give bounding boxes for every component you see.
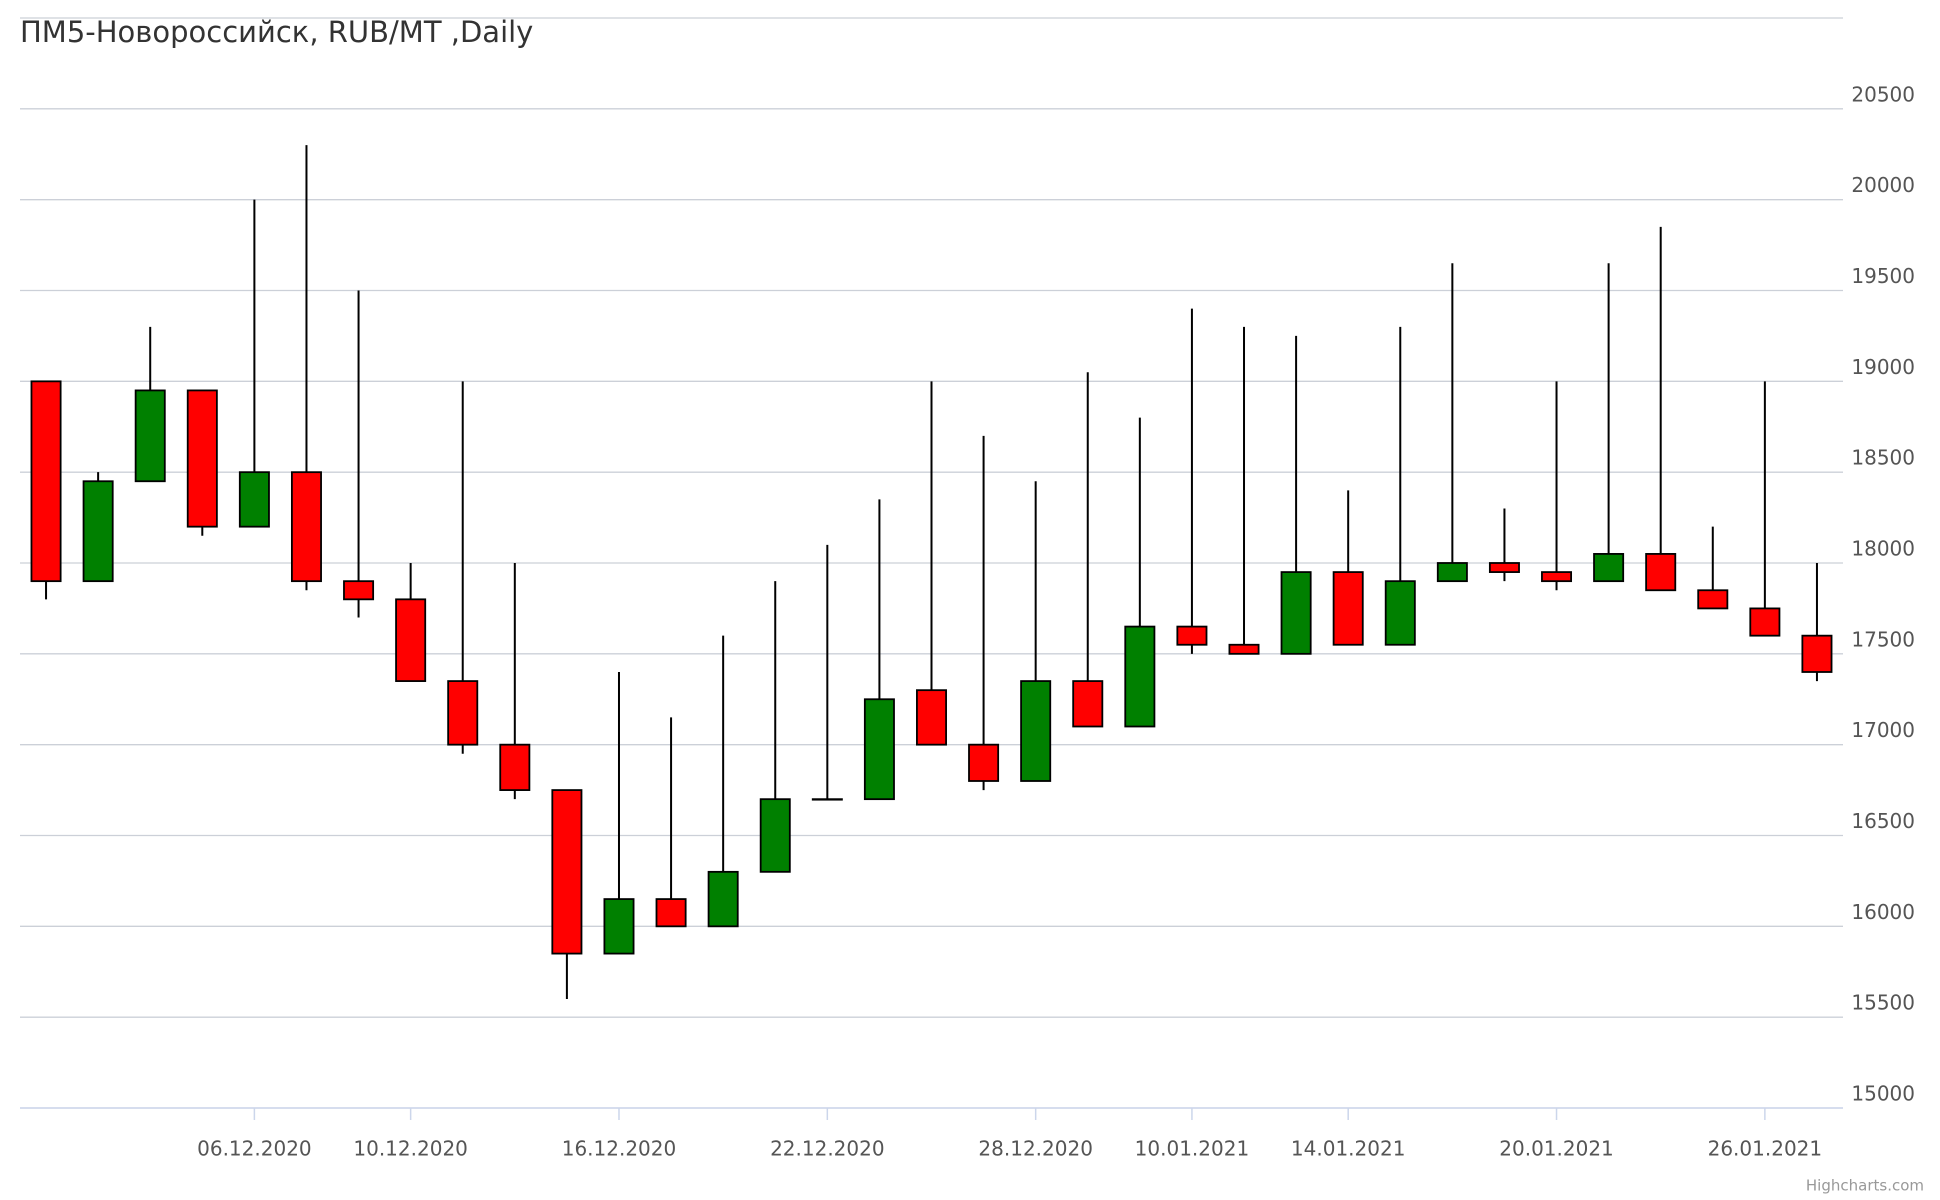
y-tick-label: 18500 bbox=[1851, 446, 1915, 470]
candle-body bbox=[916, 689, 947, 746]
candle-body bbox=[290, 471, 322, 583]
candle-body bbox=[1280, 571, 1312, 655]
candle-body bbox=[1697, 589, 1729, 610]
candle-body bbox=[759, 798, 791, 873]
candle-body bbox=[134, 389, 166, 483]
x-tick-label: 26.01.2021 bbox=[1708, 1137, 1823, 1161]
candle-body bbox=[968, 743, 1000, 782]
candle-body bbox=[30, 380, 62, 583]
candle-body bbox=[603, 898, 635, 955]
candle-body bbox=[1801, 634, 1833, 673]
candle-body bbox=[82, 480, 114, 583]
x-tick-label: 14.01.2021 bbox=[1291, 1137, 1406, 1161]
candle-body bbox=[447, 680, 479, 746]
candle-body bbox=[395, 598, 427, 682]
candle-body bbox=[1072, 680, 1104, 728]
y-tick-label: 18000 bbox=[1851, 537, 1915, 561]
y-tick-label: 20000 bbox=[1851, 173, 1915, 197]
candle-body bbox=[186, 389, 218, 528]
y-tick-label: 16000 bbox=[1851, 900, 1915, 924]
candle-body bbox=[551, 789, 583, 955]
y-tick-label: 19500 bbox=[1851, 264, 1915, 288]
candle-body bbox=[343, 580, 375, 601]
candle-body bbox=[1541, 571, 1573, 583]
candle-body bbox=[1749, 607, 1781, 637]
candle-body bbox=[1593, 553, 1625, 583]
x-tick-label: 20.01.2021 bbox=[1499, 1137, 1614, 1161]
candle-body bbox=[1020, 680, 1052, 782]
x-tick-label: 28.12.2020 bbox=[978, 1137, 1093, 1161]
candle-body bbox=[1436, 562, 1468, 583]
candle-body bbox=[1645, 553, 1677, 592]
credits: Highcharts.com bbox=[1806, 1177, 1924, 1195]
candle-body bbox=[499, 743, 531, 791]
candle-body bbox=[863, 698, 895, 801]
y-tick-label: 20500 bbox=[1851, 82, 1915, 106]
x-tick-label: 10.12.2020 bbox=[353, 1137, 468, 1161]
candle-body bbox=[655, 898, 687, 928]
x-tick-label: 22.12.2020 bbox=[770, 1137, 885, 1161]
candle-body bbox=[1332, 571, 1364, 646]
y-tick-label: 17500 bbox=[1851, 627, 1915, 651]
candle-body bbox=[1176, 625, 1208, 646]
candle-body bbox=[238, 471, 270, 528]
y-tick-label: 15000 bbox=[1851, 1082, 1915, 1106]
y-tick-label: 15500 bbox=[1851, 991, 1915, 1015]
x-tick-label: 10.01.2021 bbox=[1135, 1137, 1250, 1161]
y-tick-label: 17000 bbox=[1851, 718, 1915, 742]
x-tick-label: 16.12.2020 bbox=[562, 1137, 677, 1161]
candle-body bbox=[811, 798, 843, 801]
x-tick-label: 06.12.2020 bbox=[197, 1137, 312, 1161]
y-tick-label: 19000 bbox=[1851, 355, 1915, 379]
chart-title: ПМ5-Новороссийск, RUB/MT ,Daily bbox=[20, 15, 533, 49]
candle-body bbox=[707, 870, 739, 928]
candle-body bbox=[1384, 580, 1416, 646]
candle-body bbox=[1124, 625, 1156, 728]
candle-body bbox=[1228, 643, 1260, 655]
y-tick-label: 16500 bbox=[1851, 809, 1915, 833]
candle-body bbox=[1488, 562, 1520, 573]
